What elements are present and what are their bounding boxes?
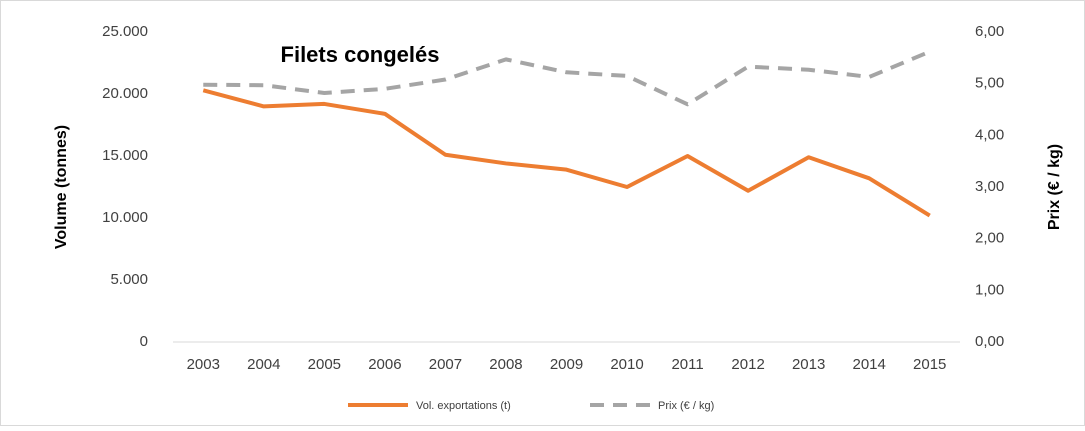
- x-tick-label: 2013: [792, 356, 825, 373]
- chart-title: Filets congelés: [281, 42, 440, 67]
- y2-tick-label: 1,00: [975, 281, 1004, 298]
- x-tick-label: 2007: [429, 356, 462, 373]
- y2-tick-label: 4,00: [975, 126, 1004, 143]
- y-tick-label: 0: [140, 333, 148, 350]
- y-tick-label: 10.000: [102, 209, 148, 226]
- y-tick-label: 5.000: [110, 271, 148, 288]
- series-line: [202, 88, 931, 218]
- y2-tick-label: 3,00: [975, 178, 1004, 195]
- x-tick-label: 2011: [671, 356, 703, 373]
- x-tick-label: 2012: [731, 356, 764, 373]
- y-axis-title: Volume (tonnes): [53, 125, 70, 249]
- y-tick-label: 20.000: [102, 85, 148, 102]
- legend-label: Prix (€ / kg): [658, 400, 714, 412]
- x-tick-label: 2009: [550, 356, 583, 373]
- y2-tick-label: 5,00: [975, 75, 1004, 92]
- y-tick-label: 15.000: [102, 147, 148, 164]
- x-tick-label: 2014: [853, 356, 886, 373]
- x-tick-label: 2003: [187, 356, 220, 373]
- y2-tick-label: 0,00: [975, 333, 1004, 350]
- legend-label: Vol. exportations (t): [416, 400, 511, 412]
- x-tick-label: 2010: [610, 356, 643, 373]
- y2-tick-label: 2,00: [975, 230, 1004, 247]
- y2-axis-title: Prix (€ / kg): [1046, 144, 1063, 230]
- x-tick-label: 2008: [489, 356, 522, 373]
- y2-tick-label: 6,00: [975, 23, 1004, 40]
- x-tick-label: 2006: [368, 356, 401, 373]
- x-tick-label: 2004: [247, 356, 280, 373]
- series-line: [203, 49, 931, 107]
- x-tick-label: 2015: [913, 356, 946, 373]
- y-tick-label: 25.000: [102, 23, 148, 40]
- x-tick-label: 2005: [308, 356, 341, 373]
